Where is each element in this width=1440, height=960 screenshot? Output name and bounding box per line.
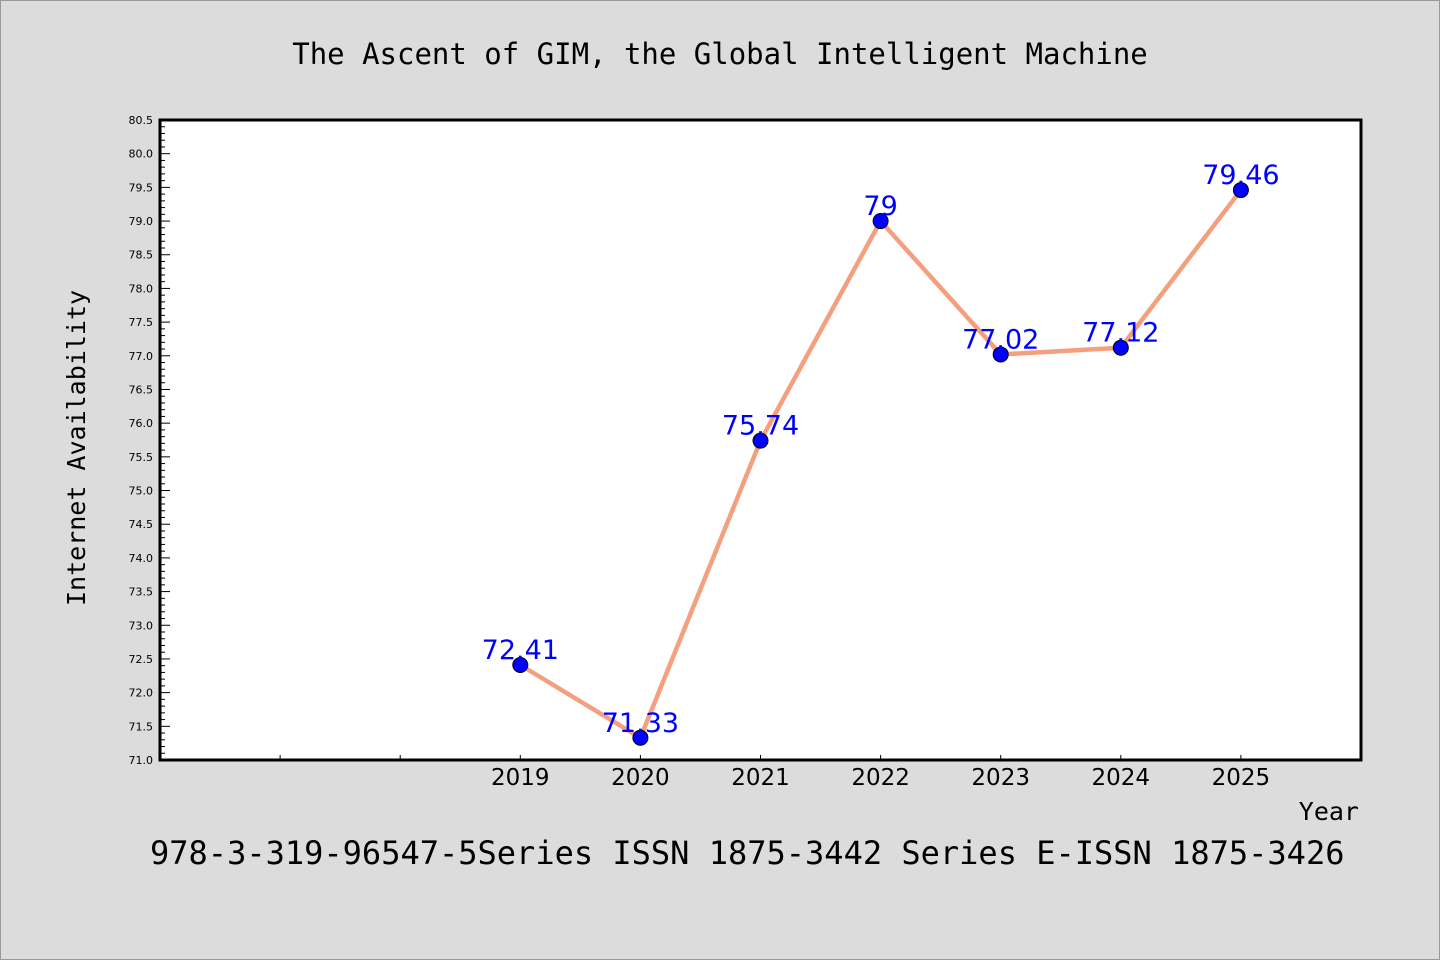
- data-point-marker: [752, 432, 769, 449]
- x-axis: 2019 2020 2021 2022 2023 2024 2025: [279, 755, 1271, 791]
- y-tick-label: 74.5: [129, 518, 154, 531]
- y-tick-label: 72.0: [129, 687, 154, 700]
- x-tick-label: 2019: [491, 765, 550, 791]
- y-tick-label: 71.5: [129, 720, 154, 733]
- y-tick-label: 75.5: [129, 451, 154, 464]
- y-tick-label: 80.5: [129, 114, 154, 127]
- y-tick-label: 78.5: [129, 249, 154, 262]
- data-point-marker: [512, 657, 529, 674]
- data-point-marker: [632, 729, 649, 746]
- data-label: 75.74: [722, 411, 799, 442]
- y-tick-label: 74.0: [129, 552, 154, 565]
- y-tick-label: 80.0: [129, 148, 154, 161]
- data-label: 77.02: [962, 324, 1039, 355]
- y-tick-label: 71.0: [129, 754, 154, 767]
- x-axis-title: Year: [1299, 797, 1359, 826]
- y-tick-label: 72.5: [129, 653, 154, 666]
- x-tick-label: 2021: [731, 765, 790, 791]
- y-tick-label: 77.0: [129, 350, 154, 363]
- y-tick-label: 73.5: [129, 586, 154, 599]
- data-label-layer: 72.41 71.33 75.74 79 77.02 77.12 79.46: [482, 160, 1280, 739]
- data-point-marker: [1112, 339, 1129, 356]
- y-tick-label: 75.0: [129, 485, 154, 498]
- y-tick-label: 77.5: [129, 316, 154, 329]
- y-tick-label: 76.5: [129, 383, 154, 396]
- x-tick-label: 2020: [611, 765, 670, 791]
- y-tick-label: 78.0: [129, 282, 154, 295]
- data-point-marker: [872, 213, 889, 230]
- data-label: 79: [863, 191, 897, 222]
- x-tick-label: 2023: [971, 765, 1030, 791]
- data-label: 79.46: [1202, 160, 1279, 191]
- x-tick-label: 2022: [851, 765, 910, 791]
- chart-title: The Ascent of GIM, the Global Intelligen…: [292, 37, 1148, 71]
- y-tick-label: 76.0: [129, 417, 154, 430]
- y-tick-label: 73.0: [129, 619, 154, 632]
- x-tick-label: 2024: [1092, 765, 1151, 791]
- y-tick-label: 79.0: [129, 215, 154, 228]
- data-point-marker: [992, 346, 1009, 363]
- footer-text: 978-3-319-96547-5Series ISSN 1875-3442 S…: [150, 834, 1344, 872]
- x-tick-label: 2025: [1212, 765, 1271, 791]
- data-point-marker: [1232, 182, 1249, 199]
- data-label: 77.12: [1082, 318, 1159, 349]
- data-label: 72.41: [482, 635, 559, 666]
- marker-layer: [512, 182, 1249, 746]
- y-axis: 71.0 71.5 72.0 72.5 73.0 73.5 74.0 74.5 75.0 75.5…: [129, 114, 170, 767]
- y-axis-title: Internet Availability: [62, 290, 91, 606]
- y-tick-label: 79.5: [129, 181, 154, 194]
- data-label: 71.33: [602, 708, 679, 739]
